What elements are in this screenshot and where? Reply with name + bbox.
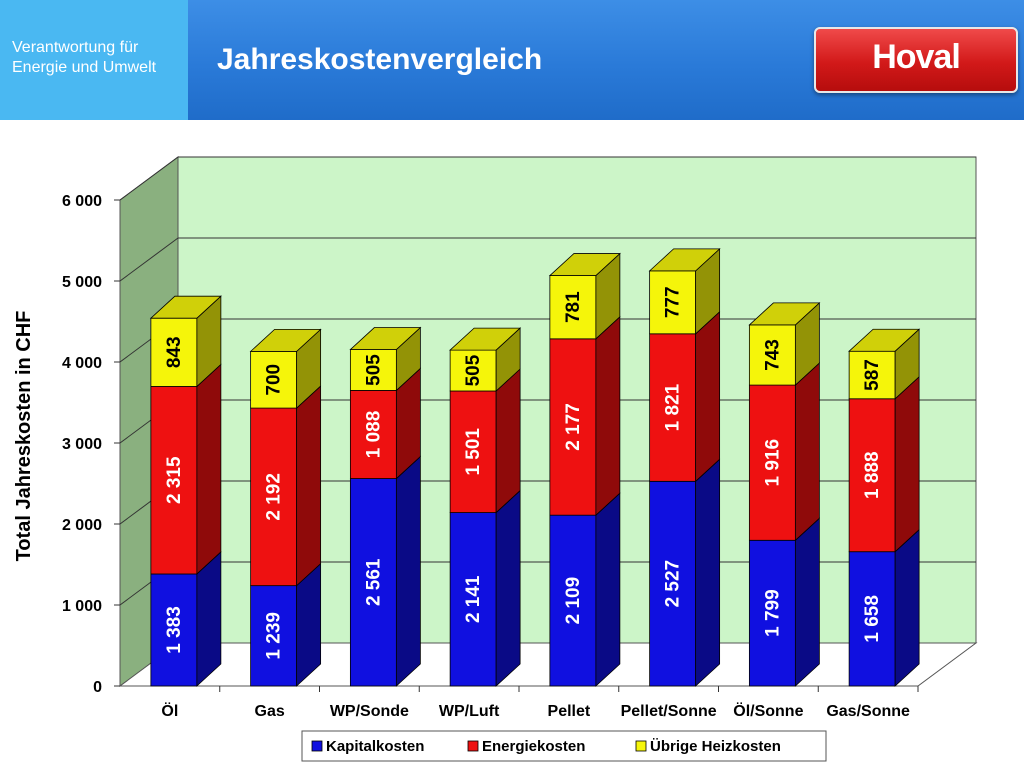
legend-label: Übrige Heizkosten [650, 738, 781, 755]
bar-segment [150, 573, 198, 687]
data-label: 587 [862, 359, 883, 391]
data-label: 2 527 [663, 560, 684, 608]
data-label: 1 799 [762, 589, 783, 637]
legend-swatch [635, 740, 647, 752]
y-tick-label: 5 000 [62, 274, 102, 291]
data-label: 700 [264, 364, 285, 396]
bar-segment-side [894, 528, 920, 687]
data-label: 2 192 [264, 473, 285, 521]
data-label: 2 109 [563, 577, 584, 625]
header-side-panel: Verantwortung für Energie und Umwelt [0, 0, 188, 120]
category-label: WP/Sonde [330, 703, 409, 720]
bar-segment-side [296, 385, 322, 587]
bar-segment-side [794, 517, 820, 687]
bar-segment [848, 551, 896, 687]
bar-segment [649, 333, 697, 482]
legend-box [301, 730, 827, 762]
bar-segment [150, 317, 198, 387]
y-tick-label: 3 000 [62, 436, 102, 453]
chart-floor [118, 642, 978, 687]
data-label: 781 [563, 291, 584, 323]
y-tick-label: 6 000 [62, 193, 102, 210]
legend-swatch [311, 740, 323, 752]
bar-segment-top [449, 327, 522, 351]
data-label: 743 [762, 339, 783, 371]
bar-segment-top [249, 328, 322, 352]
data-label: 1 888 [862, 451, 883, 499]
category-label: Pellet [548, 703, 591, 720]
category-label: Gas [255, 703, 285, 720]
bar-segment [150, 386, 198, 575]
header-bar: Verantwortung für Energie und Umwelt Jah… [0, 0, 1024, 120]
bar-segment [349, 478, 397, 687]
bar-segment [549, 338, 597, 516]
data-label: 1 239 [264, 612, 285, 660]
bar-segment-top [848, 328, 921, 352]
bar-segment-top [349, 327, 422, 350]
data-label: 2 315 [164, 456, 185, 504]
y-tick-label: 1 000 [62, 598, 102, 615]
bar-segment-side [196, 363, 222, 575]
bar-segment-side [695, 458, 721, 687]
gridline-side [119, 156, 179, 201]
data-label: 1 821 [663, 383, 684, 431]
bar-segment-side [794, 362, 820, 542]
category-label: Pellet/Sonne [621, 703, 717, 720]
bar-segment [848, 398, 896, 553]
y-tick-label: 2 000 [62, 517, 102, 534]
data-label: 2 141 [463, 575, 484, 623]
data-label: 777 [663, 286, 684, 318]
bar-segment-side [196, 551, 222, 687]
data-label: 2 561 [363, 558, 384, 606]
y-tick-label: 4 000 [62, 355, 102, 372]
bar-segment [349, 390, 397, 479]
data-label: 2 177 [563, 403, 584, 451]
bar-segment-top [748, 302, 821, 326]
data-label: 1 916 [762, 439, 783, 487]
bar-segment-side [894, 375, 920, 553]
gridline-side [119, 237, 179, 282]
bar-segment [349, 349, 397, 391]
bar-segment [748, 324, 796, 386]
bar-segment [549, 514, 597, 687]
bar-segment-top [548, 253, 621, 276]
category-label: Öl/Sonne [733, 701, 803, 720]
bar-segment-top [149, 295, 222, 319]
data-label: 1 088 [363, 411, 384, 459]
bar-segment [250, 585, 298, 687]
page-title: Jahreskostenvergleich [217, 43, 543, 76]
legend-label: Kapitalkosten [326, 738, 424, 755]
data-label: 843 [164, 336, 185, 368]
data-label: 1 501 [463, 428, 484, 476]
y-axis-label: Total Jahreskosten in CHF [13, 311, 35, 562]
bar-segment-side [395, 455, 421, 687]
bar-segment [250, 407, 298, 587]
bar-segment [649, 270, 697, 335]
y-tick-label: 0 [93, 679, 102, 696]
bar-segment [449, 512, 497, 687]
legend-label: Energiekosten [482, 738, 585, 755]
logo-text: Hoval [872, 38, 961, 76]
category-label: Gas/Sonne [826, 703, 910, 720]
bar-segment [748, 384, 796, 541]
bar-segment-side [695, 310, 721, 483]
category-label: WP/Luft [439, 703, 500, 720]
bar-segment-side [495, 489, 521, 687]
bar-segment-side [495, 368, 521, 514]
bar-segment-side [595, 492, 621, 687]
legend-swatch [467, 740, 479, 752]
bar-segment [649, 480, 697, 687]
bar-segment [748, 539, 796, 687]
bar-segment-top [648, 248, 721, 272]
data-label: 1 658 [862, 595, 883, 643]
data-label: 505 [363, 354, 384, 386]
hoval-logo: Hoval [814, 27, 1018, 93]
data-label: 505 [463, 354, 484, 386]
category-label: Öl [161, 701, 178, 720]
header-subtitle: Verantwortung für Energie und Umwelt [12, 39, 157, 76]
bar-segment-side [595, 315, 621, 517]
data-label: 1 383 [164, 606, 185, 654]
